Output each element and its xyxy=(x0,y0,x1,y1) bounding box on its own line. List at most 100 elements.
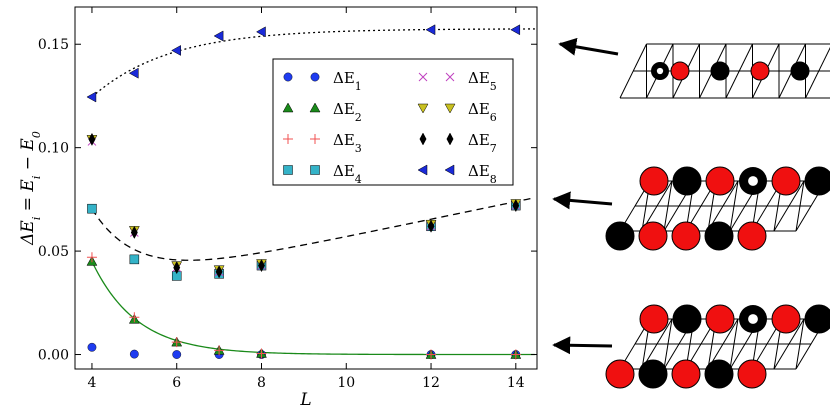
lattice-site-hole xyxy=(748,314,758,324)
lattice-site xyxy=(771,304,801,334)
legend-label: ΔE3 xyxy=(333,131,362,155)
lattice-line xyxy=(729,180,739,232)
lattice-inset-middle xyxy=(605,166,830,251)
x-tick-label: 12 xyxy=(422,375,440,391)
legend-item: ΔE1 xyxy=(283,69,362,93)
lattice-site xyxy=(705,304,735,334)
lattice-line xyxy=(725,43,753,99)
legend-marker xyxy=(417,164,428,176)
data-point xyxy=(215,265,223,279)
legend-item: ΔE5 xyxy=(418,69,497,93)
legend-marker xyxy=(283,165,293,175)
legend-label: ΔE2 xyxy=(333,100,362,124)
data-point xyxy=(425,24,436,36)
data-point xyxy=(427,219,435,233)
legend-item: ΔE2 xyxy=(282,100,362,124)
lattice-site xyxy=(704,359,734,389)
data-point xyxy=(172,350,182,359)
legend-item: ΔE6 xyxy=(417,100,497,124)
series-7 xyxy=(88,132,520,279)
lattice-line xyxy=(773,180,805,232)
lattice-site xyxy=(671,221,701,251)
lattice-inset-bottom xyxy=(605,304,830,389)
series-3 xyxy=(86,252,521,360)
legend-label: ΔE6 xyxy=(468,100,497,124)
lattice-line xyxy=(707,180,739,232)
legend-marker xyxy=(310,72,320,82)
legend-marker xyxy=(282,102,294,113)
lattice-insets xyxy=(605,43,830,389)
data-point xyxy=(173,261,181,275)
lattice-site xyxy=(672,304,702,334)
data-point xyxy=(512,199,520,213)
lattice-site xyxy=(771,166,801,196)
data-point xyxy=(88,132,96,146)
legend-item: ΔE7 xyxy=(419,131,497,155)
data-point xyxy=(87,203,97,214)
data-point xyxy=(86,91,97,103)
x-tick-label: 14 xyxy=(507,375,525,391)
data-point xyxy=(256,348,267,359)
data-point xyxy=(258,259,265,273)
data-point xyxy=(87,342,97,352)
x-tick-label: 8 xyxy=(257,375,266,391)
fit-curve-solid xyxy=(91,261,535,356)
lattice-site xyxy=(639,304,669,334)
arrow-top xyxy=(558,37,619,56)
legend-marker xyxy=(418,72,428,82)
lattice-line xyxy=(795,318,805,370)
lattice-site xyxy=(638,221,668,251)
y-tick-label: 0.15 xyxy=(38,37,69,53)
lattice-inset-top xyxy=(619,43,830,99)
legend-label: ΔE4 xyxy=(333,162,362,186)
data-point xyxy=(213,30,224,42)
data-point xyxy=(510,24,521,36)
data-point xyxy=(86,252,97,263)
series-8 xyxy=(86,24,521,103)
legend-marker xyxy=(283,72,293,82)
data-point xyxy=(214,345,225,356)
lattice-site xyxy=(804,304,830,334)
y-axis-ticks: 0.00 0.05 0.10 0.15 xyxy=(38,37,537,364)
lattice-line xyxy=(663,180,673,232)
data-point xyxy=(128,67,139,79)
lattice-site xyxy=(605,221,635,251)
lattice-site xyxy=(737,221,767,251)
legend-item: ΔE3 xyxy=(283,131,362,155)
legend: ΔE1 ΔE2 ΔE3 ΔE4 ΔE5 ΔE6 ΔE7 ΔE8 xyxy=(272,58,514,186)
fit-curve-dashed xyxy=(91,197,536,261)
legend-marker xyxy=(283,134,293,144)
data-point xyxy=(426,349,437,360)
lattice-line xyxy=(805,46,830,99)
legend-marker xyxy=(309,102,321,113)
fit-curve-dotted xyxy=(91,28,535,98)
x-axis-ticks: 4 6 8 10 12 14 xyxy=(87,7,525,391)
data-marks xyxy=(86,24,522,360)
lattice-site xyxy=(750,61,770,81)
legend-label: ΔE1 xyxy=(333,69,362,93)
legend-marker xyxy=(419,132,427,146)
lattice-site xyxy=(737,359,767,389)
x-tick-label: 6 xyxy=(172,375,181,391)
data-point xyxy=(255,26,266,38)
lattice-line xyxy=(795,180,805,232)
lattice-site xyxy=(639,166,669,196)
legend-item: ΔE4 xyxy=(283,162,362,186)
x-tick-label: 4 xyxy=(87,375,96,391)
lattice-site-hole xyxy=(748,176,758,186)
lattice-site xyxy=(638,359,668,389)
legend-item: ΔE8 xyxy=(417,162,497,186)
legend-marker xyxy=(444,103,456,114)
lattice-site xyxy=(671,359,701,389)
y-tick-label: 0.00 xyxy=(38,348,69,364)
fit-curves xyxy=(91,28,536,356)
arrow-bottom xyxy=(552,336,613,355)
data-point xyxy=(130,225,138,240)
legend-marker xyxy=(446,132,454,146)
lattice-line xyxy=(663,318,673,370)
lattice-site xyxy=(605,359,635,389)
legend-label: ΔE8 xyxy=(468,162,497,186)
lattice-line xyxy=(729,318,739,370)
lattice-line xyxy=(641,180,673,232)
